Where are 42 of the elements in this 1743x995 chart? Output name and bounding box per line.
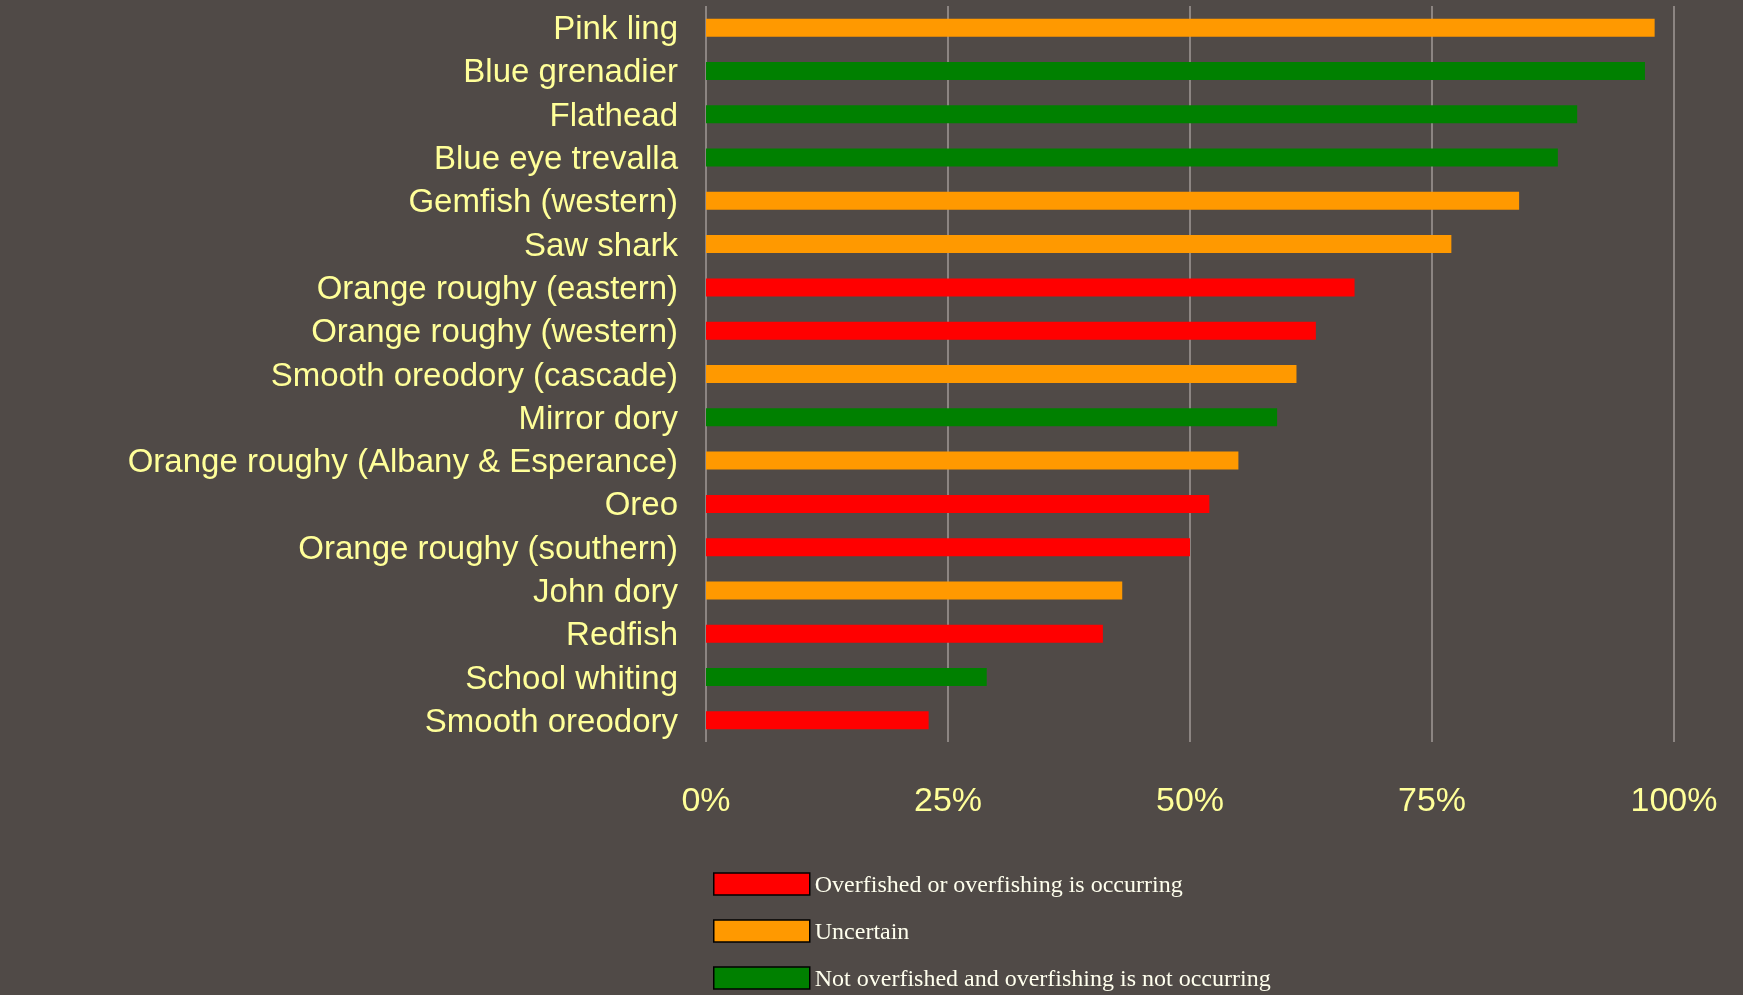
bar xyxy=(706,624,1103,643)
x-tick-label: 25% xyxy=(913,780,983,818)
bar xyxy=(706,235,1452,254)
bar xyxy=(706,538,1190,557)
x-tick-label: 50% xyxy=(1155,780,1225,818)
y-tick-label: Gemfish (western) xyxy=(408,182,678,220)
y-tick-label: Orange roughy (western) xyxy=(311,312,678,350)
y-tick-label: Orange roughy (southern) xyxy=(298,528,678,566)
bar xyxy=(706,408,1278,427)
y-tick-label: John dory xyxy=(533,571,679,609)
bar xyxy=(706,711,929,730)
bar xyxy=(706,581,1123,600)
y-tick-label: Blue grenadier xyxy=(463,52,678,90)
bar xyxy=(706,191,1520,210)
bar xyxy=(706,278,1355,297)
y-tick-label: Blue eye trevalla xyxy=(434,139,679,177)
y-tick-label: Smooth oreodory (cascade) xyxy=(270,355,678,393)
y-tick-label: Redfish xyxy=(566,615,678,653)
x-tick-label: 100% xyxy=(1630,780,1718,818)
bar xyxy=(706,668,987,687)
x-tick-label: 75% xyxy=(1397,780,1467,818)
y-tick-label: Flathead xyxy=(549,95,678,133)
y-tick-label: Oreo xyxy=(604,485,678,523)
y-tick-label: Orange roughy (Albany & Esperance) xyxy=(127,442,678,480)
bar xyxy=(706,148,1558,167)
y-tick-label: Saw shark xyxy=(523,225,679,263)
bar xyxy=(706,321,1316,340)
y-tick-label: Mirror dory xyxy=(518,398,679,436)
legend-label: Overfished or overfishing is occurring xyxy=(814,871,1183,897)
y-tick-label: School whiting xyxy=(465,658,678,696)
bar xyxy=(706,61,1645,80)
bar xyxy=(706,494,1210,513)
y-tick-label: Pink ling xyxy=(553,9,678,47)
legend-label: Not overfished and overfishing is not occurring xyxy=(814,965,1271,991)
y-tick-label: Smooth oreodory xyxy=(424,701,679,739)
bar xyxy=(706,365,1297,383)
legend-label: Uncertain xyxy=(814,918,910,944)
bar xyxy=(706,451,1239,470)
x-tick-label: 0% xyxy=(681,780,731,818)
y-tick-label: Orange roughy (eastern) xyxy=(316,268,678,306)
bar xyxy=(706,18,1655,37)
bar xyxy=(706,105,1578,124)
